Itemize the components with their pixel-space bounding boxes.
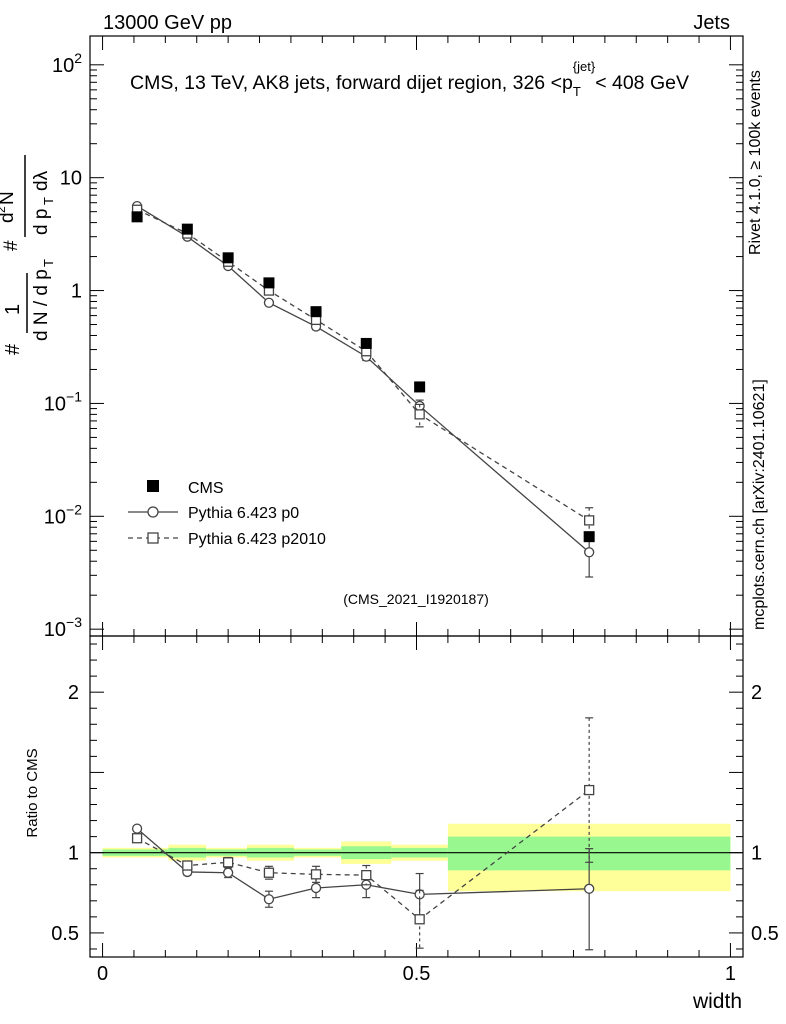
cms-point — [263, 277, 275, 289]
cms-point — [414, 381, 426, 393]
svg-text:N: N — [0, 191, 18, 205]
ratio-y-axis-label: Ratio to CMS — [24, 748, 41, 837]
main-y-tick-label: 10−2 — [44, 501, 82, 528]
svg-text:d p: d p — [31, 209, 52, 235]
p2010-main-point — [584, 515, 595, 526]
p2010-ratio-point — [584, 784, 595, 796]
p2010-main-line — [136, 209, 590, 521]
legend-label-p0: Pythia 6.423 p0 — [188, 505, 299, 522]
ratio-uncertainty-bands — [102, 823, 731, 892]
watermark: (CMS_2021_I1920187) — [343, 591, 489, 607]
p2010-main-point — [414, 409, 425, 420]
p0-ratio-point — [584, 883, 595, 894]
ratio-x-tick-label: 1 — [725, 963, 736, 985]
main-y-tick-label: 10−1 — [44, 388, 82, 415]
svg-text:dλ: dλ — [31, 170, 52, 191]
main-y-tick-label: 10 — [60, 168, 82, 190]
svg-text:#: # — [2, 343, 24, 355]
ratio-y-tick-label: 0.5 — [51, 923, 79, 945]
ratio-y-tick-label-right: 0.5 — [751, 923, 779, 945]
svg-text:1: 1 — [2, 304, 24, 315]
main-y-axis-label: # 1 d N / d p T # d 2 N d p T dλ — [0, 155, 56, 355]
svg-text:T: T — [41, 197, 56, 205]
p2010-ratio-point — [361, 869, 372, 881]
p2010-ratio-point — [414, 914, 425, 925]
cms-point — [131, 211, 143, 223]
legend-marker-cms — [147, 480, 159, 492]
ratio-x-tick-label: 0 — [97, 963, 108, 985]
legend-label-cms: CMS — [188, 480, 224, 497]
p2010-ratio-point — [131, 833, 143, 844]
ratio-y-tick-label-right: 2 — [751, 682, 762, 704]
mcplots-label: mcplots.cern.ch [arXiv:2401.10621] — [751, 379, 768, 630]
legend: CMS Pythia 6.423 p0 Pythia 6.423 p2010 — [128, 480, 326, 548]
svg-text:2: 2 — [0, 206, 8, 213]
p0-ratio-point — [263, 894, 275, 905]
ratio-x-tick-label: 0.5 — [403, 963, 431, 985]
p0-ratio-line — [136, 828, 590, 900]
legend-marker-p0 — [147, 506, 159, 518]
svg-text:d: d — [0, 212, 18, 223]
p0-main-point — [584, 547, 595, 558]
p0-main-point — [263, 297, 275, 308]
main-y-tick-label: 10−3 — [44, 614, 82, 641]
x-axis-label: width — [692, 990, 742, 1013]
main-y-tick-label: 1 — [71, 281, 82, 303]
chart-title: CMS, 13 TeV, AK8 jets, forward dijet reg… — [130, 59, 689, 99]
ratio-y-tick-label-right: 1 — [751, 843, 762, 865]
main-y-tick-label: 102 — [52, 50, 82, 77]
cms-point — [360, 337, 372, 349]
legend-marker-p2010 — [147, 532, 159, 544]
p0-ratio-point — [222, 867, 234, 878]
header-left: 13000 GeV pp — [103, 12, 232, 34]
svg-text:#: # — [1, 240, 22, 251]
p2010-ratio-point — [263, 867, 275, 878]
header-right: Jets — [693, 12, 730, 34]
legend-label-p2010: Pythia 6.423 p2010 — [188, 531, 326, 548]
ratio-frame — [89, 635, 744, 958]
ratio-y-tick-label: 2 — [68, 682, 79, 704]
cms-point — [181, 223, 193, 235]
p2010-ratio-point — [182, 860, 193, 871]
axis-labels: 102 10 1 10−1 10−2 10−3 0 0.5 1 0.5 0.5 1 1 2 2 — [44, 50, 779, 985]
svg-text:d N / d p: d N / d p — [31, 269, 52, 341]
data-series — [131, 200, 595, 951]
cms-point — [583, 531, 595, 543]
p0-ratio-point — [131, 823, 143, 834]
svg-text:T: T — [41, 259, 56, 267]
axis-ticks — [90, 36, 743, 957]
ratio-y-tick-label: 1 — [68, 843, 79, 865]
p2010-ratio-line — [136, 789, 590, 921]
p2010-ratio-point — [310, 869, 322, 880]
p2010-ratio-point — [222, 857, 234, 868]
p0-ratio-point — [310, 882, 322, 894]
rivet-label: Rivet 4.1.0, ≥ 100k events — [747, 70, 764, 255]
cms-point — [310, 306, 322, 318]
cms-point — [222, 252, 234, 264]
p0-main-line — [136, 205, 590, 553]
